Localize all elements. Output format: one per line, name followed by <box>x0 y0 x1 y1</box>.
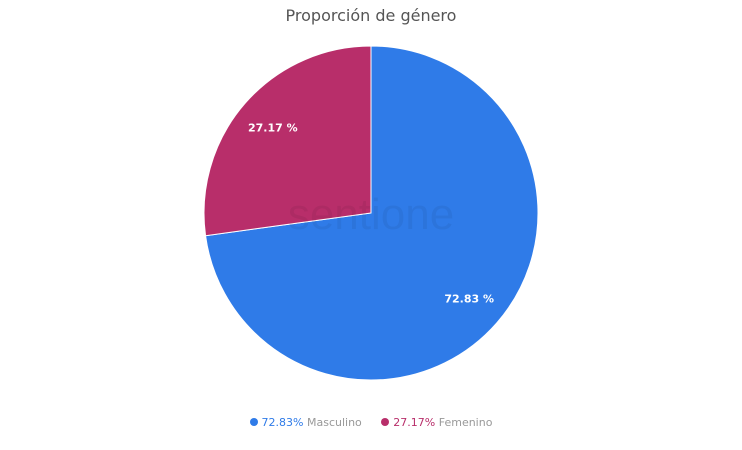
watermark-logo: sentione <box>288 190 454 239</box>
legend-label: Femenino <box>438 416 493 429</box>
legend-marker <box>381 418 390 426</box>
legend: 72.83% Masculino 27.17% Femenino <box>0 416 742 429</box>
data-label: 72.83 % <box>444 293 494 306</box>
legend-value: 27.17% <box>393 416 436 429</box>
legend-marker <box>249 418 258 426</box>
legend-item-masculino[interactable]: 72.83% Masculino <box>249 416 362 429</box>
legend-value: 72.83% <box>261 416 304 429</box>
pie-slice-masculino[interactable] <box>204 45 539 381</box>
legend-label: Masculino <box>306 416 362 429</box>
legend-item-femenino[interactable]: 27.17% Femenino <box>381 416 492 429</box>
data-label: 27.17 % <box>248 121 298 134</box>
chart-title: Proporción de género <box>285 6 457 25</box>
pie-slice-femenino[interactable] <box>203 45 372 237</box>
pie-chart: sentione 72.83 % 27.17 % <box>203 45 539 381</box>
